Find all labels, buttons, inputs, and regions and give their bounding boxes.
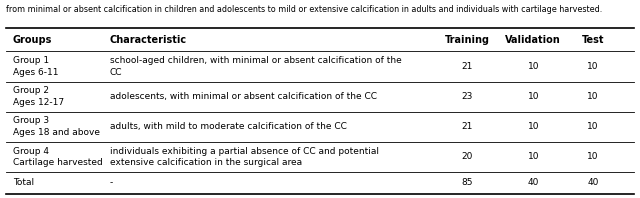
Text: Test: Test <box>582 35 604 45</box>
Text: Groups: Groups <box>13 35 52 45</box>
Text: 85: 85 <box>461 178 473 188</box>
Text: 23: 23 <box>461 92 473 101</box>
Text: adults, with mild to moderate calcification of the CC: adults, with mild to moderate calcificat… <box>110 122 347 131</box>
Text: Training: Training <box>445 35 490 45</box>
Text: 20: 20 <box>461 152 473 161</box>
Text: 40: 40 <box>527 178 539 188</box>
Text: 10: 10 <box>527 122 539 131</box>
Text: Group 3
Ages 18 and above: Group 3 Ages 18 and above <box>13 116 100 137</box>
Text: individuals exhibiting a partial absence of CC and potential
extensive calcifica: individuals exhibiting a partial absence… <box>110 147 379 167</box>
Text: Group 4
Cartilage harvested: Group 4 Cartilage harvested <box>13 147 102 167</box>
Text: Group 2
Ages 12-17: Group 2 Ages 12-17 <box>13 86 64 107</box>
Text: school-aged children, with minimal or absent calcification of the
CC: school-aged children, with minimal or ab… <box>110 56 402 77</box>
Text: 10: 10 <box>527 152 539 161</box>
Text: 21: 21 <box>461 122 473 131</box>
Text: 10: 10 <box>587 122 598 131</box>
Text: 40: 40 <box>587 178 598 188</box>
Text: from minimal or absent calcification in children and adolescents to mild or exte: from minimal or absent calcification in … <box>6 5 603 14</box>
Text: 10: 10 <box>587 92 598 101</box>
Text: Validation: Validation <box>506 35 561 45</box>
Text: adolescents, with minimal or absent calcification of the CC: adolescents, with minimal or absent calc… <box>110 92 377 101</box>
Text: 10: 10 <box>527 92 539 101</box>
Text: Total: Total <box>13 178 34 188</box>
Text: 21: 21 <box>461 62 473 71</box>
Text: 10: 10 <box>587 152 598 161</box>
Text: Group 1
Ages 6-11: Group 1 Ages 6-11 <box>13 56 58 77</box>
Text: Characteristic: Characteristic <box>110 35 187 45</box>
Text: -: - <box>110 178 113 188</box>
Text: 10: 10 <box>527 62 539 71</box>
Text: 10: 10 <box>587 62 598 71</box>
